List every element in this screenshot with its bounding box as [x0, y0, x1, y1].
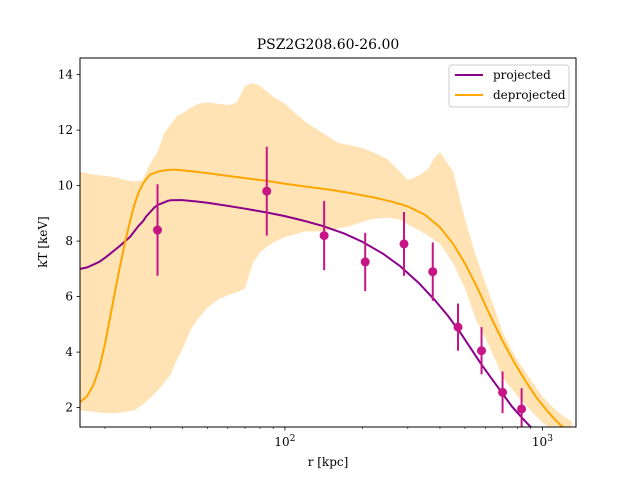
data-point [399, 239, 409, 249]
legend: projected deprojected [448, 64, 570, 108]
x-tick-label: 103 [532, 434, 553, 449]
series-layer [80, 168, 565, 427]
y-tick-label: 4 [65, 345, 73, 359]
x-axis-label: r [kpc] [308, 455, 349, 469]
y-tick-label: 12 [58, 123, 73, 137]
deprojected-uncertainty-band [80, 83, 572, 427]
legend-label-deprojected: deprojected [493, 88, 566, 102]
data-point [428, 267, 438, 277]
x-tick-label: 102 [274, 434, 295, 449]
x-axis-ticks: 102 103 [104, 427, 553, 449]
y-tick-label: 6 [65, 290, 73, 304]
data-point [360, 257, 370, 267]
deprojected-line [80, 168, 565, 427]
y-tick-label: 10 [58, 179, 73, 193]
y-tick-label: 8 [65, 234, 73, 248]
y-tick-label: 2 [65, 401, 73, 415]
uncertainty-band-layer [80, 83, 572, 427]
data-point [477, 346, 487, 356]
data-point [262, 186, 272, 196]
y-tick-label: 14 [58, 68, 74, 82]
legend-label-projected: projected [493, 68, 551, 82]
data-point [453, 322, 463, 332]
data-point [517, 404, 527, 414]
data-point [498, 387, 508, 397]
plot-frame [79, 57, 577, 428]
data-point [319, 231, 329, 241]
y-axis-ticks: 2 4 6 8 10 12 14 [58, 68, 80, 415]
data-point [153, 225, 163, 235]
data-points-layer [153, 146, 527, 427]
chart-title: PSZ2G208.60-26.00 [257, 37, 400, 53]
y-axis-label: kT [keV] [36, 216, 50, 268]
